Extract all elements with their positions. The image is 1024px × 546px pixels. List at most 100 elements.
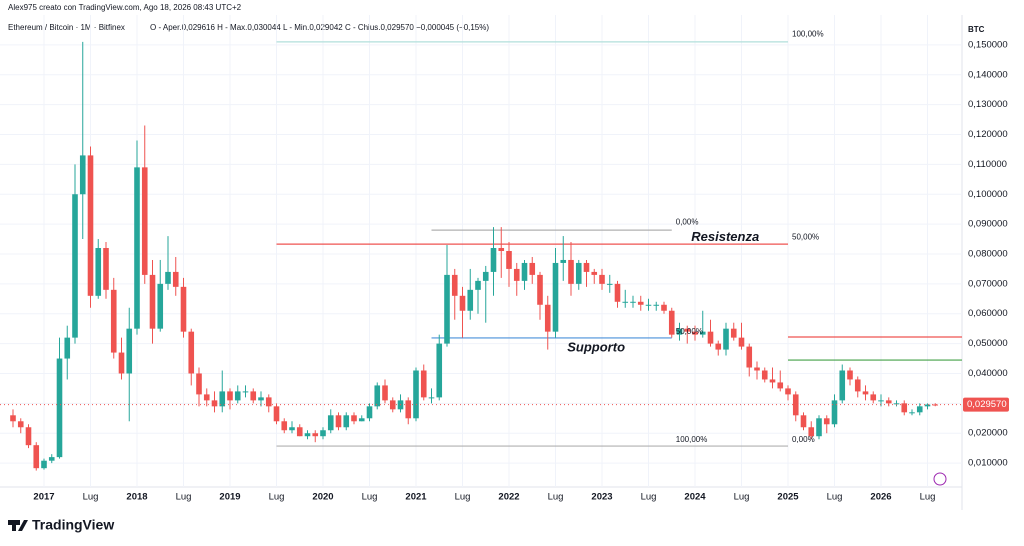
x-tick-label: 2020 [312,492,333,503]
candle-body [444,274,450,344]
candle-body [754,367,760,371]
logo-icon [8,520,28,531]
candle-body [320,430,326,437]
candle-body [901,403,908,413]
x-tick-label: Lug [176,492,192,503]
candle-body [165,271,171,284]
x-tick-label: Lug [548,492,564,503]
candle-body [451,274,458,296]
x-tick-label: 2019 [219,492,240,503]
x-tick-label: 2021 [405,492,427,503]
candle-body [180,286,187,332]
candle-body [382,385,388,401]
candle-body [141,167,148,275]
annotation: Resistenza [691,229,759,244]
y-tick-label: 0,130000 [968,99,1008,110]
candle-body [730,328,737,338]
x-tick-label: 2018 [126,492,147,503]
candle-body [265,397,272,407]
x-tick-label: Lug [920,492,936,503]
candle-body [630,301,636,303]
candle-body [281,421,288,431]
candle-body [87,155,94,296]
annotation: 50,00% [792,233,819,242]
y-tick-label: 0,050000 [968,338,1008,349]
unit: BTC [968,25,985,34]
x-tick-label: Lug [362,492,378,503]
candle-body [583,262,590,272]
logo: TradingView [32,517,114,533]
candle-body [327,415,334,431]
annotation: 50,00% [676,327,703,336]
candle-body [490,248,497,272]
candle-body [436,343,443,398]
candle-body [258,397,264,401]
candle-body [420,370,427,398]
candle-body [668,310,675,335]
candle-body [521,262,528,281]
candle-body [335,415,342,428]
y-tick-label: 0,080000 [968,249,1008,260]
candle-body [637,301,644,305]
y-tick-label: 0,060000 [968,308,1008,319]
candle-body [568,259,574,284]
candle-body [351,415,357,422]
candle-body [188,331,195,374]
candle-body [219,391,226,407]
y-tick-label: 0,010000 [968,458,1008,469]
y-tick-label: 0,110000 [968,159,1007,170]
candle-body [916,406,923,413]
candle-body [103,248,109,290]
candle-body [661,304,667,311]
symbol: Ethereum / Bitcoin · 1M · Bitfinex [8,23,125,32]
candle-body [544,304,551,332]
candle-body [405,400,412,419]
candle-body [715,343,722,350]
candle-body [459,295,466,311]
candle-body [234,391,241,401]
candle-body [792,394,799,416]
candle-body [816,418,822,437]
x-tick-label: 2026 [870,492,891,503]
candle-body [537,274,543,305]
icon[interactable] [933,472,947,486]
x-tick-label: 2023 [591,492,612,503]
candle-body [118,352,125,374]
candle-body [304,433,311,437]
candle-body [172,271,179,287]
candle-body [374,385,381,407]
candle-body [482,271,489,281]
candle-body [56,358,63,458]
candle-body [847,370,853,380]
candle-body [591,271,598,275]
candle-body [684,328,691,332]
candle-body [33,445,40,469]
candle-body [777,382,784,389]
x-tick-label: Lug [734,492,750,503]
candle-body [878,400,884,402]
candle-body [72,194,78,338]
annotation: 100,00% [676,435,708,444]
candle-body [506,251,512,269]
candle-body [622,301,629,303]
candle-body [203,394,210,401]
candle-body [366,406,373,419]
y-tick-label: 0,120000 [968,129,1008,140]
candle-body [862,391,869,395]
candle-body [676,328,683,335]
annotation: 100,00% [792,30,824,39]
x-tick-label: Lug [641,492,657,503]
candle-body [885,400,892,404]
annotation: Supporto [567,340,625,355]
x-tick-label: 2022 [498,492,519,503]
x-tick-label: Lug [83,492,99,503]
candle-body [48,457,55,461]
author: Alex975 creato con TradingView.com, Ago … [8,3,242,12]
y-tick-label: 0,090000 [968,219,1008,230]
candle-body [64,337,71,359]
annotation: 0,00% [676,218,699,227]
candle-body [227,391,233,401]
candle-body [746,346,753,368]
candle-body [893,403,900,405]
candle-body [606,283,613,285]
